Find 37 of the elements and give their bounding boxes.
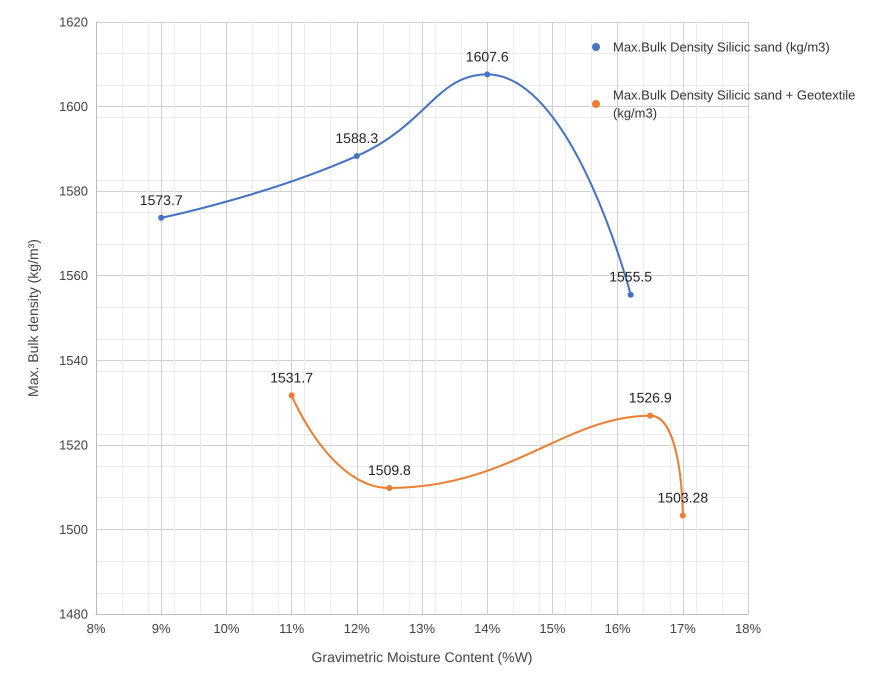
point <box>484 71 490 78</box>
x-tick-label: 12% <box>344 621 370 636</box>
y-tick-label: 1540 <box>59 352 88 368</box>
x-tick-label: 13% <box>408 621 436 636</box>
point <box>386 484 392 491</box>
point <box>158 214 164 221</box>
y-tick-label: 1560 <box>59 268 88 284</box>
point <box>354 153 360 160</box>
x-tick-label: 11% <box>279 621 305 636</box>
x-axis-title: Gravimetric Moisture Content (%W) <box>312 649 532 665</box>
x-tick-label: 14% <box>474 621 501 636</box>
x-tick-label: 16% <box>604 621 632 636</box>
point <box>680 512 686 519</box>
point <box>647 412 654 419</box>
legend-label: Max.Bulk Density Silicic sand + Geotextile (kg/m3) <box>613 88 860 120</box>
y-tick-label: 1520 <box>59 437 88 452</box>
y-tick-label: 1480 <box>59 606 88 622</box>
x-tick-label: 15% <box>539 621 566 636</box>
data-label: 1509.8 <box>368 462 412 478</box>
x-tick-label: 18% <box>734 621 762 636</box>
data-label: 1573.7 <box>140 192 183 208</box>
y-tick-label: 1600 <box>59 99 88 114</box>
point <box>288 392 295 398</box>
data-label: 1526.9 <box>628 390 672 406</box>
y-tick-label: 1620 <box>59 14 88 30</box>
y-tick-label: 1500 <box>59 522 88 537</box>
x-tick-label: 8% <box>86 621 106 636</box>
x-tick-label: 9% <box>152 621 172 636</box>
data-label: 1588.3 <box>335 130 378 146</box>
legend-label: Max.Bulk Density Silicic sand (kg/m3) <box>613 40 830 54</box>
data-label: 1531.7 <box>270 369 314 386</box>
point <box>628 292 634 298</box>
data-label: 1607.6 <box>466 48 509 64</box>
y-axis-title: Max. Bulk density (kg/m³) <box>25 239 41 397</box>
x-tick-label: 17% <box>670 621 696 636</box>
y-tick-label: 1580 <box>59 184 88 199</box>
x-tick-label: 10% <box>213 621 240 636</box>
